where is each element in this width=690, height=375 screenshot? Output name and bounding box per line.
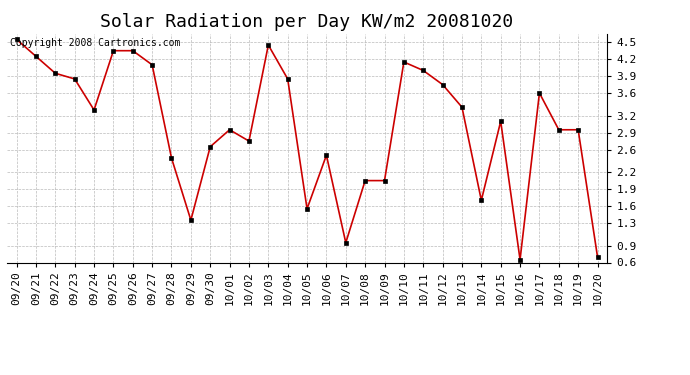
Title: Solar Radiation per Day KW/m2 20081020: Solar Radiation per Day KW/m2 20081020 — [101, 13, 513, 31]
Text: Copyright 2008 Cartronics.com: Copyright 2008 Cartronics.com — [10, 38, 180, 48]
